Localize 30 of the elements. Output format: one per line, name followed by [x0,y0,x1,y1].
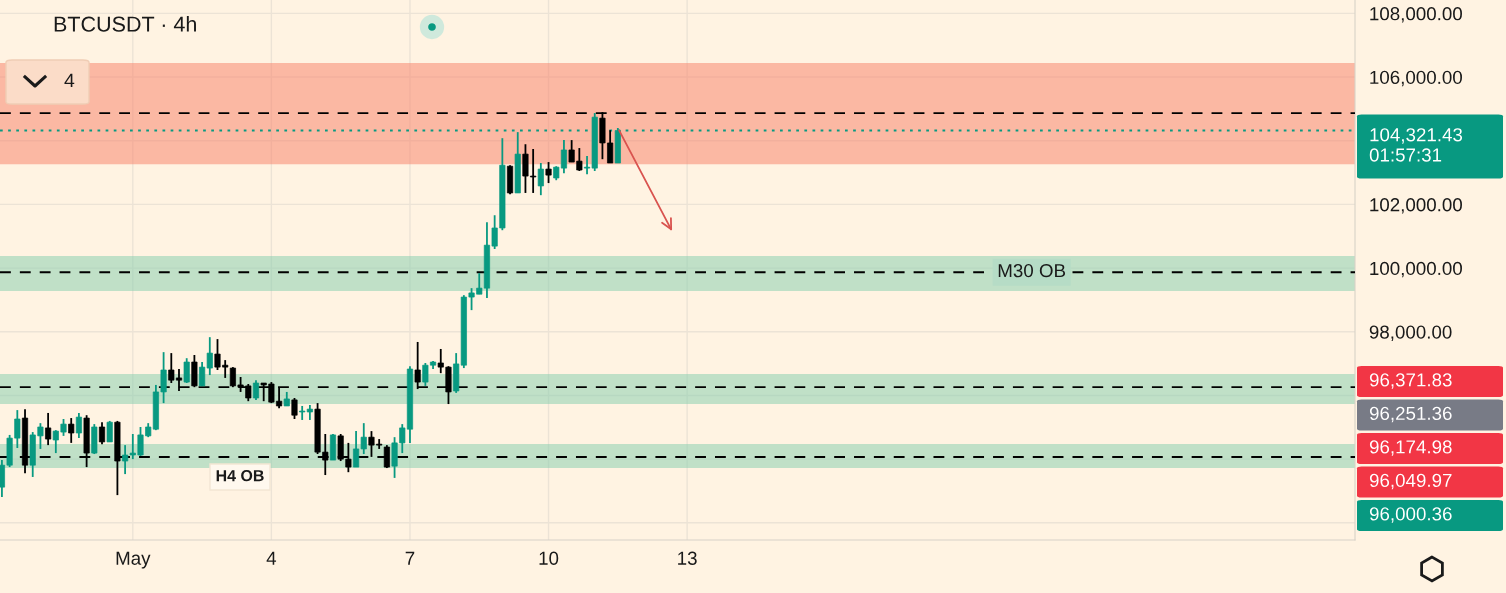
candlestick [98,421,106,446]
ref-line-label: 104,321.43 01:57:31 [1369,128,1463,162]
text: 96,174.98 [1369,440,1452,456]
y-tick-label: 106,000.00 [1370,70,1462,87]
x-tick-label: May [116,551,151,569]
y-tick-label: 102,000.00 [1370,198,1462,214]
annotation: 4 [64,73,75,88]
x-tick-label: 10 [539,551,559,565]
x-tick-label: 7 [405,551,415,565]
text: 96,000.36 [1369,507,1452,523]
candlestick [68,417,75,444]
y-tick-label: 98,000.00 [1369,325,1452,341]
candlestick [291,397,298,420]
annotation: H4 OB [216,469,264,482]
text: 96,371.83 [1369,373,1452,389]
candlestick [75,412,82,440]
candlestick [545,161,552,184]
candlestick [45,412,52,447]
candlestick [537,162,544,197]
text: 96,049.97 [1369,473,1452,490]
y-tick-label: 100,000.00 [1370,261,1462,278]
x-tick-label: 13 [678,551,697,565]
annotation: M30 OB [998,263,1066,278]
x-tick-label: 4 [266,551,277,565]
text: BTCUSDT · 4h [54,15,196,32]
text: 96,251.36 [1369,406,1452,423]
candlestick [106,420,113,443]
y-tick-label: 108,000.00 [1370,7,1462,23]
candlestick [183,357,190,384]
candlestick [252,379,260,401]
